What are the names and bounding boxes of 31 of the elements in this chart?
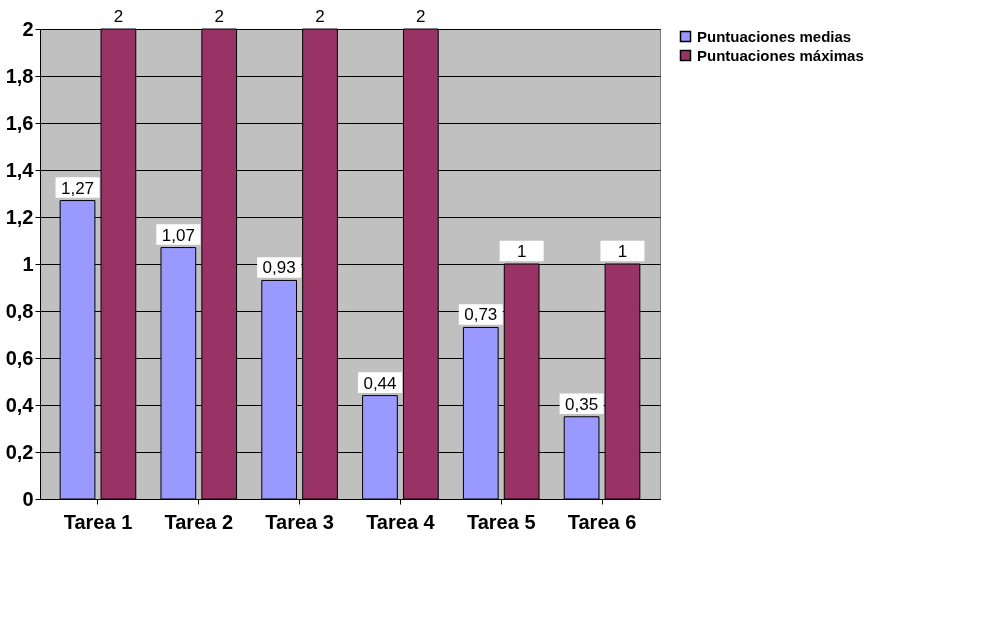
data-label: 0,35 [565, 394, 599, 414]
data-label: 1 [617, 242, 628, 261]
data-label: 0,44 [363, 373, 397, 393]
data-label: 2 [315, 7, 325, 26]
legend-label: Puntuaciones máximas [697, 46, 864, 64]
legend-label: Puntuaciones medias [697, 27, 852, 45]
data-label: 0,73 [464, 305, 498, 325]
y-tick-label: 1,4 [5, 158, 35, 181]
data-label: 2 [416, 7, 426, 26]
y-tick-label: 0,8 [5, 299, 34, 322]
y-tick-label: 0,2 [5, 440, 34, 463]
y-tick-label: 1,6 [5, 111, 34, 134]
y-tick-label: 1 [22, 252, 34, 275]
data-label: 2 [113, 7, 124, 26]
y-tick-label: 0,4 [5, 393, 35, 416]
x-tick-label: Tarea 5 [466, 510, 536, 533]
data-label: 1 [516, 242, 527, 261]
y-tick-label: 2 [22, 17, 34, 40]
x-tick-label: Tarea 2 [164, 510, 234, 533]
data-label: 2 [214, 7, 224, 26]
data-label: 1,07 [161, 225, 195, 245]
x-tick-label: Tarea 6 [567, 510, 637, 533]
y-tick-label: 1,2 [5, 205, 34, 228]
y-tick-label: 0,6 [5, 346, 34, 369]
x-tick-label: Tarea 1 [63, 510, 133, 533]
x-tick-label: Tarea 3 [265, 510, 334, 533]
x-tick-label: Tarea 4 [366, 510, 436, 533]
data-label: 0,93 [262, 258, 296, 278]
y-tick-label: 0 [22, 487, 34, 510]
y-tick-label: 1,8 [5, 64, 34, 87]
data-label: 1,27 [60, 178, 95, 198]
